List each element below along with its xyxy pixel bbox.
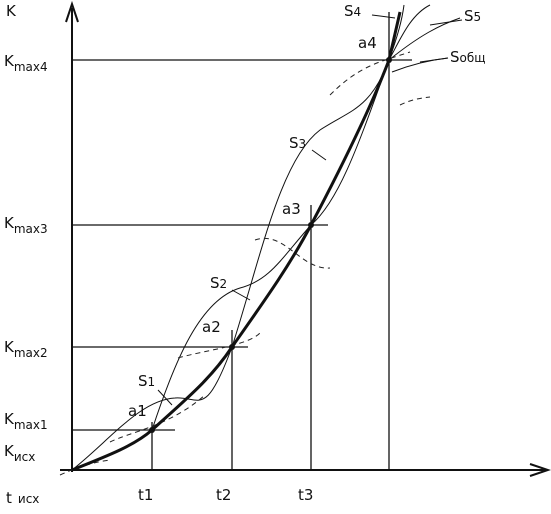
y-tick-label: Kmax3 (4, 214, 48, 236)
points (149, 57, 392, 433)
y-axis-label: K (6, 2, 17, 20)
x-axis (60, 463, 551, 477)
x-tick-label: t3 (298, 486, 313, 504)
curve-label: Sобщ (450, 48, 486, 66)
total-curve (71, 11, 402, 472)
curve-label: S1 (138, 372, 155, 390)
point-label: a3 (282, 200, 301, 218)
curve-label: S3 (289, 134, 306, 152)
y-tick-label: Kmax4 (4, 52, 48, 74)
tangent-lines (59, 51, 431, 476)
curve-label: S4 (344, 2, 361, 20)
leader-lines (157, 14, 463, 406)
x-tick-label: t2 (216, 486, 231, 504)
curve-label: S5 (464, 7, 481, 25)
guide-lines (72, 12, 412, 470)
point-label: a1 (128, 402, 147, 420)
y-tick-label: Kmax2 (4, 338, 48, 360)
y-tick-label: Kисх (4, 442, 35, 464)
x-tick-label: t1 (138, 486, 153, 504)
x-tick-label: t исх (6, 489, 39, 507)
component-curves (71, 4, 461, 471)
point-label: a4 (358, 34, 377, 52)
y-tick-label: Kmax1 (4, 410, 48, 432)
point-label: a2 (202, 318, 221, 336)
curve-label: S2 (210, 274, 227, 292)
y-axis (65, 0, 79, 472)
